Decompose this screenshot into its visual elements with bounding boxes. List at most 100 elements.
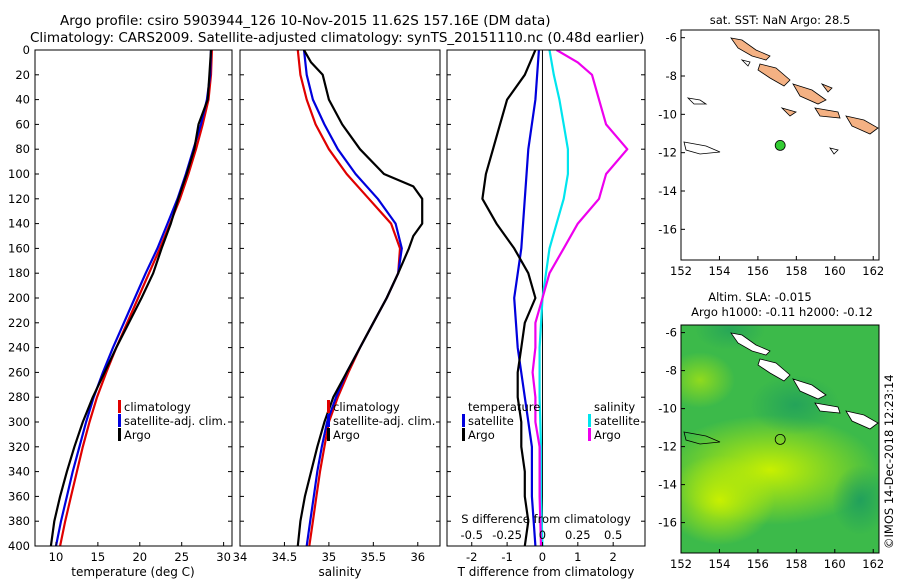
depth-tick-label: 200 xyxy=(8,291,30,305)
island-shape xyxy=(780,107,797,117)
island-shape xyxy=(792,83,827,105)
x-tick-label: 35.5 xyxy=(361,550,387,564)
lon-tick-label: 158 xyxy=(785,557,807,571)
lat-tick-label: -16 xyxy=(658,516,677,530)
lon-tick-label: 160 xyxy=(824,264,846,278)
legend-swatch-t-argo xyxy=(462,428,465,441)
series-line-climatology xyxy=(59,50,213,546)
lon-tick-label: 162 xyxy=(862,264,884,278)
series-line-t-argo xyxy=(481,50,537,546)
lat-tick-label: -14 xyxy=(658,478,677,492)
sla-map-field xyxy=(681,325,879,553)
depth-tick-label: 20 xyxy=(15,68,30,82)
float-position-marker xyxy=(774,433,786,445)
s-difference-tick-label: 0 xyxy=(539,528,546,542)
legend-label-s-argo: Argo xyxy=(594,428,621,442)
island-shape xyxy=(730,332,771,356)
lat-tick-label: -10 xyxy=(658,402,677,416)
lon-tick-label: 154 xyxy=(708,557,730,571)
depth-tick-label: 320 xyxy=(8,440,30,454)
depth-tick-label: 160 xyxy=(8,241,30,255)
sst-map-land xyxy=(683,37,879,155)
depth-tick-label: 260 xyxy=(8,365,30,379)
lat-tick-label: -6 xyxy=(666,31,677,45)
sst-map: sat. SST: NaN Argo: 28.5 152 154 156 158 160… xyxy=(658,13,884,278)
x-tick-label: 20 xyxy=(132,550,147,564)
depth-tick-label: 180 xyxy=(8,266,30,280)
imos-watermark: ©IMOS 14-Dec-2018 12:23:14 xyxy=(882,374,896,549)
depth-tick-label: 80 xyxy=(15,142,30,156)
x-tick-label: 30 xyxy=(216,550,231,564)
lon-tick-label: 152 xyxy=(670,557,692,571)
legend-label-t-argo: Argo xyxy=(468,428,495,442)
lat-tick-label: -12 xyxy=(658,146,677,160)
x-tick-label: 34 xyxy=(233,550,248,564)
x-tick-label: 15 xyxy=(91,550,106,564)
island-shape xyxy=(845,410,879,430)
x-tick-label: 1 xyxy=(574,550,581,564)
depth-tick-label: 300 xyxy=(8,415,30,429)
lon-tick-label: 156 xyxy=(747,264,769,278)
lat-tick-label: -6 xyxy=(666,326,677,340)
legend-swatch-t-satellite xyxy=(462,414,465,427)
depth-tick-label: 0 xyxy=(23,43,30,57)
legend-swatch-argo xyxy=(118,428,121,441)
island-shape xyxy=(820,83,833,93)
x-tick-label: 2 xyxy=(610,550,617,564)
difference-panel: -2 -1 0 1 2 -0.5 -0.25 0 0.25 0.5 S difference f… xyxy=(446,49,646,579)
island-shape xyxy=(730,37,771,61)
lon-tick-label: 162 xyxy=(862,557,884,571)
legend-label-climatology: climatology xyxy=(333,400,400,414)
island-shape xyxy=(814,107,841,119)
temperature-legend: climatology satellite-adj. clim. Argo xyxy=(118,400,226,442)
lon-tick-label: 154 xyxy=(708,264,730,278)
lon-tick-label: 156 xyxy=(747,557,769,571)
sla-map: Altim. SLA: -0.015 Argo h1000: -0.11 h20… xyxy=(658,290,884,571)
series-line-satellite-adj-clim- xyxy=(54,50,213,546)
legend-swatch-argo xyxy=(327,428,330,441)
lon-tick-label: 160 xyxy=(824,557,846,571)
legend-swatch-climatology xyxy=(327,400,330,413)
float-position-marker xyxy=(774,139,786,151)
depth-tick-label: 400 xyxy=(8,539,30,553)
series-line-t-satellite xyxy=(513,50,540,546)
series-line-argo xyxy=(49,50,213,546)
legend-swatch-s-satellite xyxy=(588,414,591,427)
series-line-s-satellite xyxy=(538,50,570,546)
x-tick-label: 10 xyxy=(49,550,64,564)
depth-tick-label: 240 xyxy=(8,341,30,355)
s-difference-tick-label: -0.5 xyxy=(461,528,483,542)
depth-tick-label: 220 xyxy=(8,316,30,330)
lat-tick-label: -12 xyxy=(658,440,677,454)
figure-title-line1: Argo profile: csiro 5903944_126 10-Nov-2… xyxy=(60,13,551,29)
legend-label-satellite: satellite-adj. clim. xyxy=(333,414,435,428)
lat-tick-label: -8 xyxy=(666,69,677,83)
island-shape xyxy=(757,63,791,87)
x-tick-label: -2 xyxy=(466,550,477,564)
legend-label-t-satellite: satellite xyxy=(468,414,514,428)
depth-tick-label: 360 xyxy=(8,489,30,503)
depth-tick-label: 40 xyxy=(15,93,30,107)
reef-outline xyxy=(683,141,721,155)
temperature-panel: 10 15 20 25 30 02040608010012014016018020022… xyxy=(8,43,645,579)
s-difference-tick-label: -0.25 xyxy=(492,528,522,542)
sst-map-title: sat. SST: NaN Argo: 28.5 xyxy=(710,13,851,27)
legend-label-s-satellite: satellite xyxy=(594,414,640,428)
legend-label-argo: Argo xyxy=(124,428,151,442)
depth-tick-label: 280 xyxy=(8,390,30,404)
s-difference-tick-label: 0.5 xyxy=(604,528,622,542)
legend-label-climatology: climatology xyxy=(124,400,191,414)
series-line-climatology xyxy=(296,50,402,546)
island-shape xyxy=(792,378,827,400)
x-tick-label: 0 xyxy=(539,550,546,564)
legend-label-argo: Argo xyxy=(333,428,360,442)
island-shape xyxy=(757,358,791,382)
series-line-argo xyxy=(296,50,424,546)
depth-tick-label: 100 xyxy=(8,167,30,181)
series-line-s-argo xyxy=(531,50,629,546)
figure-title-line2: Climatology: CARS2009. Satellite-adjuste… xyxy=(30,30,644,46)
legend-swatch-satellite xyxy=(327,414,330,427)
salinity-x-label: salinity xyxy=(318,565,361,579)
s-difference-label: S difference from climatology xyxy=(461,512,631,526)
